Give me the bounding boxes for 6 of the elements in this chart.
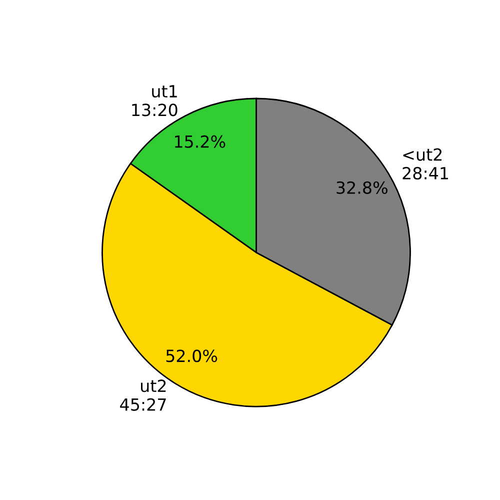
data-label: 32.8% xyxy=(336,181,388,194)
slice-label: <ut2 28:41 xyxy=(402,148,448,180)
slice-label: ut2 45:27 xyxy=(120,380,166,411)
slice-label: ut1 13:20 xyxy=(132,85,178,116)
data-label: 52.0% xyxy=(166,350,218,362)
data-label: 15.2% xyxy=(174,135,226,148)
